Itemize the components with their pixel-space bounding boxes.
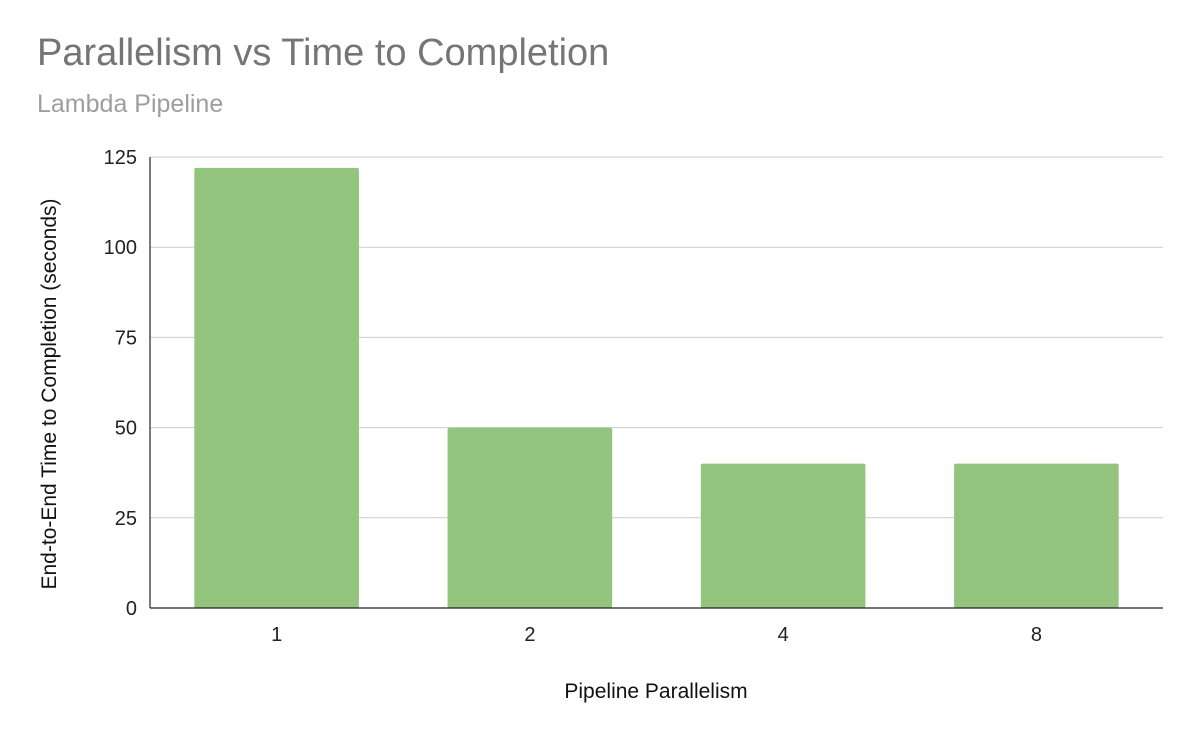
bars (194, 167, 1119, 608)
chart-subtitle: Lambda Pipeline (37, 90, 224, 118)
x-tick-label: 8 (1031, 624, 1042, 646)
bar (700, 463, 866, 608)
bar (447, 427, 613, 608)
x-tick-label: 4 (778, 624, 789, 646)
x-axis-title: Pipeline Parallelism (564, 680, 747, 703)
x-tick-labels: 1 2 4 8 (271, 624, 1042, 646)
y-tick-label: 50 (115, 418, 137, 440)
y-tick-label: 100 (104, 237, 137, 259)
x-tick-label: 1 (271, 624, 282, 646)
y-tick-label: 0 (126, 598, 137, 620)
chart-title: Parallelism vs Time to Completion (37, 32, 610, 74)
axes (149, 157, 1163, 609)
y-tick-label: 75 (115, 327, 137, 349)
y-axis-title: End-to-End Time to Completion (seconds) (38, 198, 61, 589)
y-tick-label: 125 (104, 147, 137, 169)
y-tick-label: 25 (115, 508, 137, 530)
x-tick-label: 2 (524, 624, 535, 646)
y-tick-labels: 0 25 50 75 100 125 (104, 147, 137, 620)
bar (194, 167, 359, 608)
bar (954, 463, 1119, 608)
